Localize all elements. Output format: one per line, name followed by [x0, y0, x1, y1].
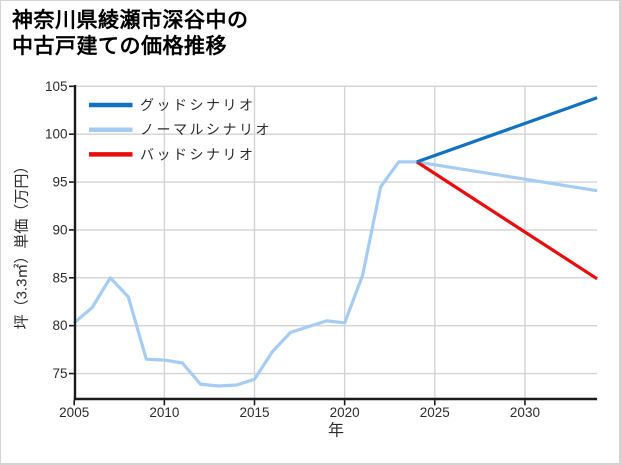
- y-tick-label: 80: [52, 318, 67, 333]
- axes-spines: [73, 85, 598, 401]
- chart-title: 神奈川県綾瀬市深谷中の 中古戸建ての価格推移: [12, 8, 249, 60]
- legend-item-history-and-forecast-normal: ノーマルシナリオ: [89, 122, 272, 138]
- x-tick-label: 2010: [149, 405, 179, 420]
- x-axis-label: 年: [328, 422, 344, 440]
- x-tick-label: 2020: [330, 405, 360, 420]
- legend-label: ノーマルシナリオ: [140, 122, 272, 138]
- y-tick-label: 95: [52, 175, 67, 190]
- series-line-forecast-bad: [415, 160, 598, 281]
- tick-labels: 2005 2010 2015 2020 2025 2030 75 80 85 90 95 100 105: [45, 79, 540, 420]
- grid-lines: [74, 85, 598, 399]
- chart-title-line-1: 神奈川県綾瀬市深谷中の: [12, 9, 249, 32]
- x-tick-label: 2015: [239, 405, 269, 420]
- chart-title-line-2: 中古戸建ての価格推移: [12, 35, 227, 58]
- y-tick-label: 85: [52, 270, 67, 285]
- x-tick-label: 2030: [510, 405, 540, 420]
- x-tick-label: 2005: [59, 405, 89, 420]
- y-axis-label: 坪（3.3㎡）単価（万円）: [14, 159, 31, 330]
- tick-marks: [69, 85, 526, 406]
- series-line-history-and-forecast-normal: [73, 160, 598, 388]
- legend-item-forecast-bad: バッドシナリオ: [89, 146, 256, 162]
- series-line-forecast-good: [416, 96, 598, 164]
- x-tick-label: 2025: [420, 405, 450, 420]
- legend-item-forecast-good: グッドシナリオ: [89, 97, 256, 113]
- y-tick-label: 75: [52, 366, 67, 381]
- y-tick-label: 100: [45, 127, 68, 142]
- y-tick-label: 105: [45, 79, 68, 94]
- legend-label: グッドシナリオ: [140, 97, 256, 113]
- y-tick-label: 90: [52, 222, 67, 237]
- legend-label: バッドシナリオ: [140, 146, 256, 162]
